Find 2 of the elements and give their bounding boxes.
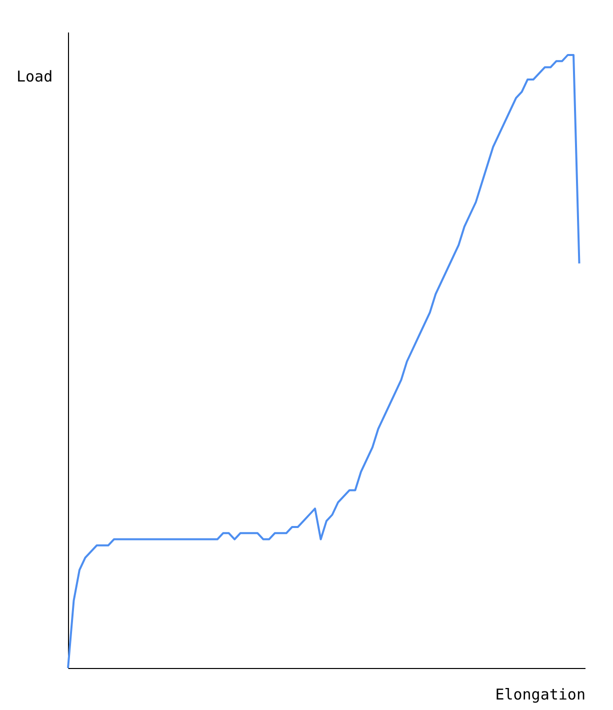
x-axis-title: Elongation bbox=[495, 686, 586, 704]
y-axis-title: Load bbox=[16, 68, 53, 86]
